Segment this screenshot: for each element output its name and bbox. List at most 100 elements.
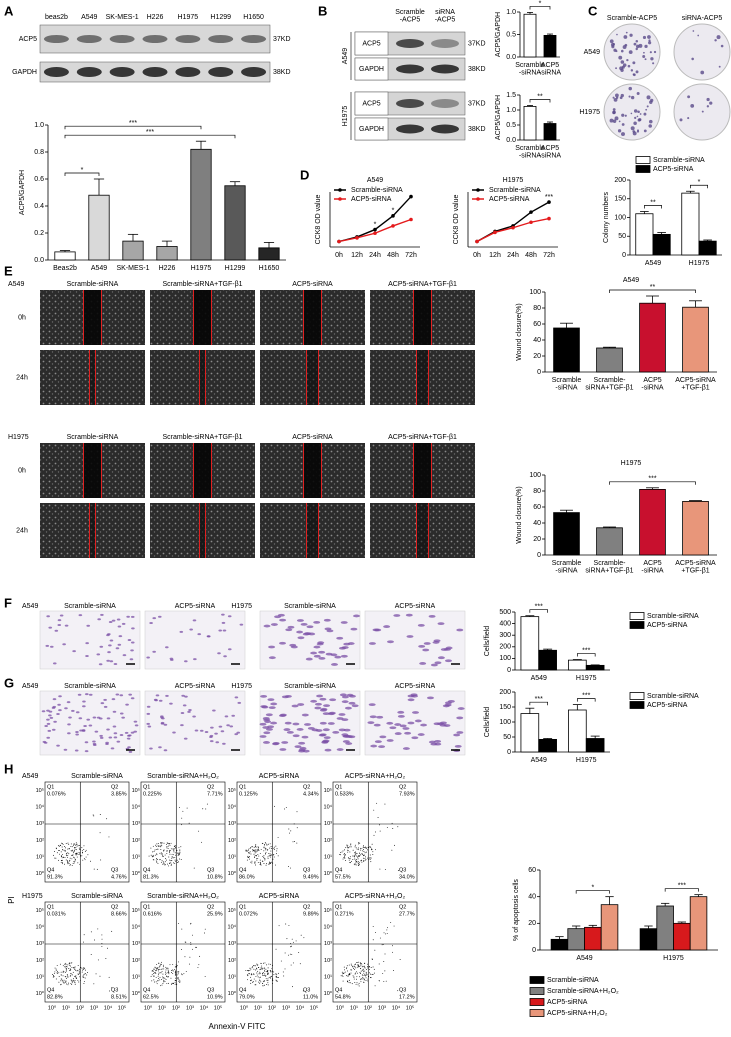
colony: [650, 57, 654, 61]
event: [379, 868, 381, 870]
event: [72, 852, 74, 854]
event: [399, 959, 401, 961]
event: [169, 964, 171, 966]
event: [280, 960, 282, 962]
cell: [239, 623, 244, 626]
cell: [231, 714, 235, 717]
event: [256, 963, 258, 965]
significance-label: **: [537, 93, 543, 100]
event: [290, 945, 292, 947]
significance-bracket: [529, 99, 551, 103]
legend-label: ACP5-siRNA: [647, 702, 688, 709]
y-axis-tick-label: 10¹: [228, 974, 236, 980]
cell: [306, 625, 314, 629]
cell: [439, 721, 447, 725]
event: [154, 966, 156, 968]
colony: [653, 50, 657, 54]
y-tick-label: 100: [614, 214, 626, 221]
cell: [52, 662, 57, 665]
text-line: ACP5: [541, 145, 559, 152]
x-tick-label: H1975: [689, 260, 710, 267]
cell: [88, 724, 93, 727]
event: [343, 857, 345, 859]
event: [288, 865, 289, 867]
event: [189, 956, 191, 958]
event: [160, 985, 162, 987]
x-axis-tick-label: 10⁵: [214, 1004, 222, 1011]
cell: [316, 694, 324, 698]
event: [277, 837, 279, 839]
event: [52, 976, 54, 978]
event: [257, 849, 259, 851]
colony: [646, 105, 649, 108]
y-tick-label: 40: [533, 337, 541, 344]
cell: [172, 731, 176, 734]
event: [276, 980, 278, 982]
event: [153, 973, 155, 974]
event: [373, 834, 375, 836]
event: [168, 843, 170, 845]
x-tick-label: H226: [159, 265, 176, 272]
y-tick-label: 80: [533, 488, 541, 495]
cell: [420, 723, 428, 727]
event: [359, 842, 361, 844]
colony: [636, 130, 640, 133]
event: [354, 863, 356, 865]
text-line: -ACP5: [400, 17, 421, 24]
event: [165, 972, 167, 974]
event: [292, 941, 294, 943]
event: [266, 964, 268, 966]
event: [352, 855, 354, 857]
event: [169, 844, 171, 846]
cell: [155, 694, 160, 697]
cell: [327, 722, 335, 725]
wound-gap: [416, 350, 429, 405]
event: [159, 965, 161, 967]
event: [263, 962, 264, 964]
cell: [329, 698, 337, 702]
blot-band: [76, 35, 102, 43]
quadrant-label: Q4: [143, 867, 150, 873]
event: [372, 973, 374, 975]
colony: [618, 120, 621, 123]
colony: [628, 86, 632, 91]
event: [60, 862, 62, 863]
cell: [152, 617, 157, 620]
cell-line-label: A549: [22, 773, 38, 780]
colony: [625, 31, 628, 34]
event: [263, 967, 265, 969]
event: [272, 983, 273, 984]
quadrant-percent: 0.076%: [47, 791, 66, 797]
text-line: -ACP5: [435, 17, 456, 24]
event: [55, 978, 57, 980]
event: [176, 965, 178, 967]
event: [53, 975, 55, 977]
event: [179, 858, 181, 860]
event: [170, 977, 172, 979]
event: [269, 977, 271, 979]
event: [66, 860, 68, 862]
cell: [393, 614, 401, 617]
significance-label: ***: [582, 692, 590, 699]
event: [260, 863, 262, 865]
quadrant-percent: 0.225%: [143, 791, 162, 797]
event: [363, 978, 365, 980]
event: [265, 853, 266, 855]
event: [161, 971, 163, 972]
event: [265, 851, 267, 853]
colony: [633, 42, 637, 46]
quadrant-percent: 7.93%: [399, 791, 415, 797]
event: [92, 814, 94, 816]
event: [356, 859, 358, 860]
cell: [454, 744, 462, 748]
quadrant-percent: 4.76%: [111, 874, 127, 880]
text-line: siRNA+TGF-β1: [585, 568, 633, 575]
event: [79, 976, 81, 978]
cell: [369, 715, 377, 719]
cell: [322, 712, 330, 716]
cell: [117, 625, 122, 628]
event: [249, 856, 251, 858]
event: [172, 964, 174, 965]
event: [82, 852, 84, 853]
